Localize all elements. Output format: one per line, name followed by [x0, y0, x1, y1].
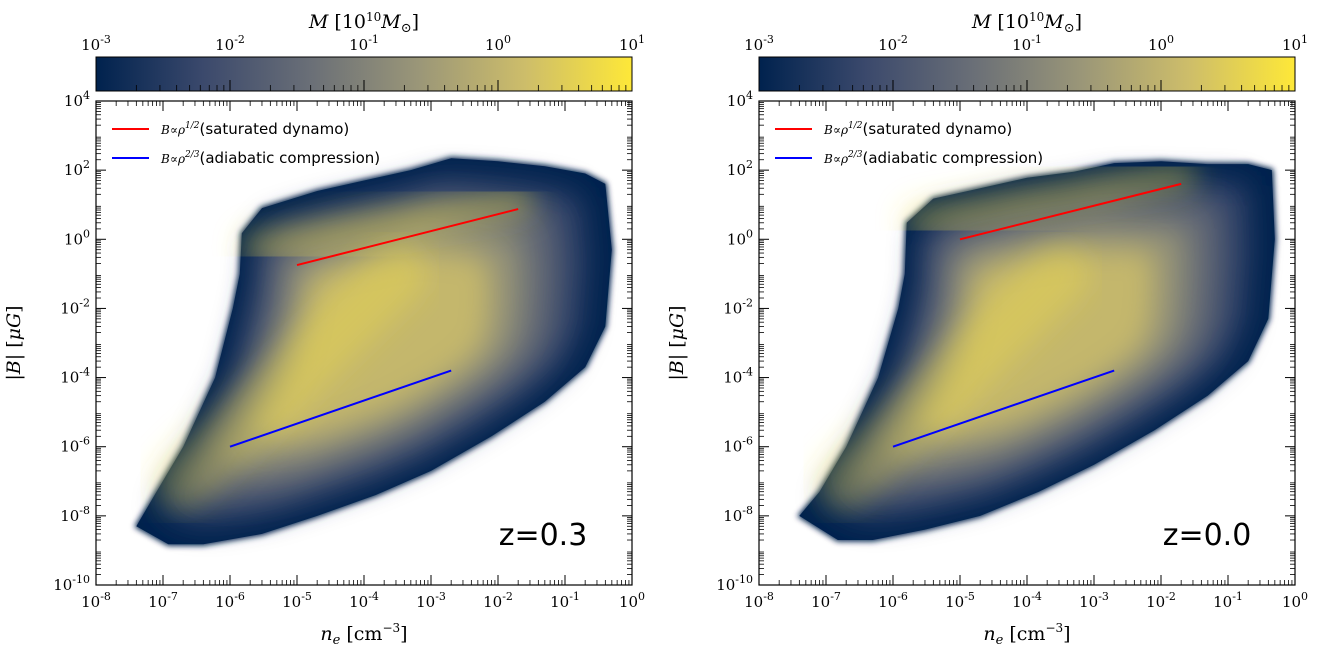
- y-tick-label: 102: [64, 158, 90, 179]
- colorbar-tick-label: 10-1: [1012, 33, 1042, 54]
- density-ridge-upper: [240, 184, 536, 265]
- y-tick-label: 10-2: [723, 296, 753, 317]
- adiabatic-compression-line: [892, 369, 1115, 448]
- y-tick-label: 10-8: [60, 504, 90, 525]
- x-tick-label: 10-2: [1146, 590, 1176, 611]
- y-tick-label: 10-8: [723, 504, 753, 525]
- y-tick-label: 100: [64, 227, 90, 248]
- x-tick-label: 10-3: [416, 590, 446, 611]
- x-tick-label: 10-5: [945, 590, 975, 611]
- redshift-label: z=0.0: [1163, 518, 1252, 553]
- legend-entry: B∝ρ1/2(saturated dynamo): [160, 120, 349, 138]
- x-tick-label: 10-4: [1012, 590, 1042, 611]
- colorbar-tick-label: 10-1: [349, 33, 379, 54]
- adiabatic-compression-line: [229, 369, 452, 448]
- x-tick-label: 10-2: [483, 590, 513, 611]
- colorbar-tick-label: 100: [1148, 33, 1174, 54]
- x-axis-label: ne [cm−3]: [983, 621, 1070, 645]
- x-tick-label: 10-8: [744, 590, 774, 611]
- x-axis-label: ne [cm−3]: [320, 621, 407, 645]
- legend-entry: B∝ρ2/3(adiabatic compression): [823, 149, 1043, 167]
- x-tick-label: 10-4: [349, 590, 379, 611]
- saturated-dynamo-line: [296, 208, 519, 267]
- saturated-dynamo-line: [959, 182, 1182, 241]
- colorbar-tick-label: 10-3: [81, 33, 111, 54]
- x-tick-label: 100: [1282, 590, 1308, 611]
- x-tick-label: 10-3: [1079, 590, 1109, 611]
- x-tick-label: 10-1: [550, 590, 580, 611]
- colorbar-tick-label: 100: [485, 33, 511, 54]
- x-tick-label: 10-5: [282, 590, 312, 611]
- x-tick-label: 10-6: [215, 590, 245, 611]
- colorbar-tick-label: 101: [619, 33, 645, 54]
- colorbar-label: M [1010M⊙]: [971, 10, 1082, 36]
- redshift-label: z=0.3: [499, 518, 588, 553]
- y-tick-label: 10-6: [723, 435, 753, 456]
- density-field: [797, 158, 1277, 542]
- density-field: [134, 156, 614, 546]
- colorbar-tick-label: 101: [1282, 33, 1308, 54]
- chart-panel-right: 10-3 10-2 10-1 100 101 M [1010M⊙] 10-8 10-7 10-6…: [666, 10, 1308, 645]
- x-tick-label: 100: [619, 590, 645, 611]
- y-tick-label: 10-4: [60, 366, 90, 387]
- y-tick-label: 104: [727, 89, 753, 110]
- y-tick-label: 10-10: [716, 573, 753, 594]
- y-axis-label: |B| [μG]: [3, 305, 25, 380]
- y-tick-label: 102: [727, 158, 753, 179]
- colorbar-tick-label: 10-2: [878, 33, 908, 54]
- colorbar-tick-label: 10-2: [215, 33, 245, 54]
- legend-entry: B∝ρ2/3(adiabatic compression): [160, 149, 380, 167]
- y-tick-label: 10-6: [60, 435, 90, 456]
- density-ridge-upper: [903, 158, 1199, 239]
- chart-panel-left: 10-3 10-2 10-1 100 101 M [1010M⊙] 10-8 10-7 10-6…: [3, 10, 645, 645]
- y-tick-label: 10-4: [723, 366, 753, 387]
- colorbar-tick-label: 10-3: [744, 33, 774, 54]
- density-ridge-core: [153, 243, 426, 512]
- y-tick-label: 104: [64, 89, 90, 110]
- y-tick-label: 100: [727, 227, 753, 248]
- y-tick-label: 10-10: [53, 573, 90, 594]
- y-axis-label: |B| [μG]: [666, 305, 688, 380]
- x-tick-label: 10-7: [811, 590, 841, 611]
- x-tick-label: 10-8: [81, 590, 111, 611]
- colorbar-label: M [1010M⊙]: [308, 10, 419, 36]
- x-tick-label: 10-1: [1213, 590, 1243, 611]
- legend-entry: B∝ρ1/2(saturated dynamo): [823, 120, 1012, 138]
- y-tick-label: 10-2: [60, 296, 90, 317]
- density-ridge-core: [816, 243, 1089, 512]
- x-tick-label: 10-7: [148, 590, 178, 611]
- x-tick-label: 10-6: [878, 590, 908, 611]
